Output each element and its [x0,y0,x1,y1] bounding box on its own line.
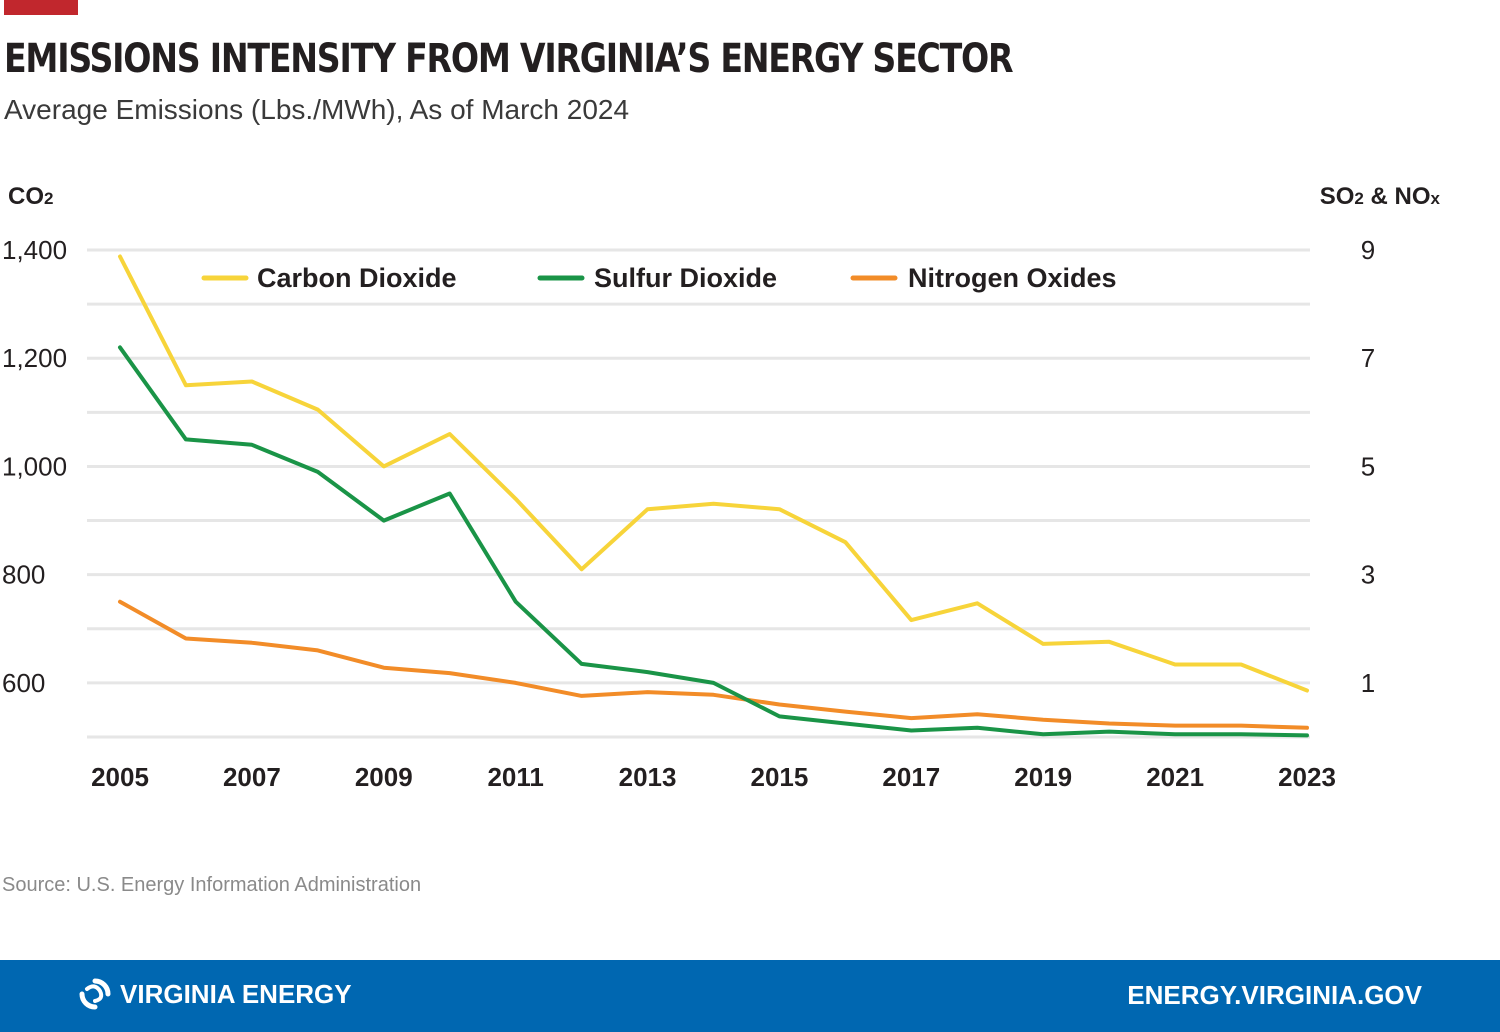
x-tick-label: 2015 [751,762,809,792]
left-tick-label: 800 [2,560,45,590]
accent-bar [4,0,78,15]
footer-logo[interactable]: VIRGINIA ENERGY [78,977,352,1011]
left-tick-label: 1,400 [2,235,67,265]
right-tick-label: 9 [1361,235,1375,265]
x-tick-label: 2017 [882,762,940,792]
footer-brand: VIRGINIA ENERGY [120,978,352,1009]
series-line-carbon-dioxide [118,254,1309,693]
grid-lines [87,248,1310,739]
legend: Carbon Dioxide Sulfur Dioxide Nitrogen Oxi… [201,263,1117,293]
right-tick-label: 7 [1361,343,1375,373]
left-axis-ticks: 600 800 1,000 1,200 1,400 [2,235,67,698]
right-tick-label: 1 [1361,668,1375,698]
x-tick-label: 2019 [1014,762,1072,792]
footer-website-link[interactable]: ENERGY.VIRGINIA.GOV [1127,980,1422,1010]
x-axis-ticks: 2005 2007 2009 2011 2013 2015 2017 2019 2021 2023 [91,762,1336,792]
footer-bar: VIRGINIA ENERGY ENERGY.VIRGINIA.GOV [0,960,1500,1032]
x-tick-label: 2009 [355,762,413,792]
left-tick-label: 1,000 [2,451,67,481]
x-tick-label: 2005 [91,762,149,792]
left-tick-label: 1,200 [2,343,67,373]
series-lines [118,254,1309,738]
series-line-nitrogen-oxides [118,599,1309,730]
right-tick-label: 5 [1361,451,1375,481]
left-tick-label: 600 [2,668,45,698]
x-tick-label: 2007 [223,762,281,792]
chart-subtitle: Average Emissions (Lbs./MWh), As of Marc… [4,94,630,125]
right-tick-label: 3 [1361,560,1375,590]
x-tick-label: 2013 [619,762,677,792]
right-axis-ticks: 1 3 5 7 9 [1361,235,1375,698]
source-note: Source: U.S. Energy Information Administ… [2,874,422,896]
virginia-energy-swirl-icon [79,978,111,1010]
line-chart: 600 800 1,000 1,200 1,400 1 3 5 7 9 2005 2007 2009… [2,183,1441,792]
series-line-sulfur-dioxide [118,345,1309,738]
x-tick-label: 2021 [1146,762,1204,792]
chart-title: EMISSIONS INTENSITY FROM VIRGINIA’S ENER… [4,36,1014,82]
x-tick-label: 2023 [1278,762,1336,792]
legend-label-carbon-dioxide: Carbon Dioxide [257,263,457,293]
x-tick-label: 2011 [487,762,543,792]
legend-label-sulfur-dioxide: Sulfur Dioxide [594,263,777,293]
legend-label-nitrogen-oxides: Nitrogen Oxides [908,263,1117,293]
left-axis-title: CO2 [8,183,53,210]
right-axis-title: SO2 & NOx [1320,183,1441,210]
